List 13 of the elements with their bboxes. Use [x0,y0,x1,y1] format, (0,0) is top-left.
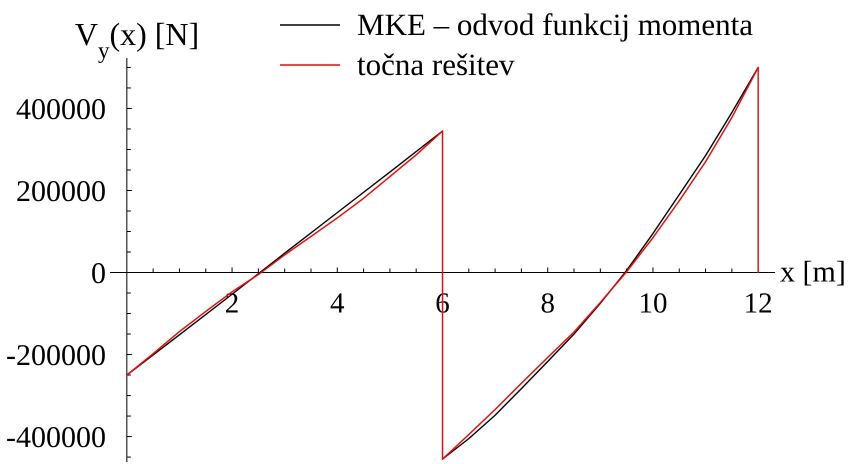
y-tick-label: 200000 [16,174,106,208]
x-tick-label: 10 [638,288,668,320]
y-tick-label: 400000 [16,92,106,126]
y-tick-label: -200000 [6,339,106,372]
y-axis-title: V$_{y}$(x) [N] [74,16,200,63]
x-axis-title: x [m] [780,256,846,289]
legend-label: MKE – odvod funkcij momenta [357,6,754,42]
y-tick-label: -400000 [6,421,106,454]
x-tick-label: 8 [540,288,555,320]
legend-label: točna rešitev [357,46,516,82]
y-tick-label: 0 [91,257,106,290]
x-tick-label: 12 [744,288,773,320]
x-tick-label: 4 [330,288,346,320]
